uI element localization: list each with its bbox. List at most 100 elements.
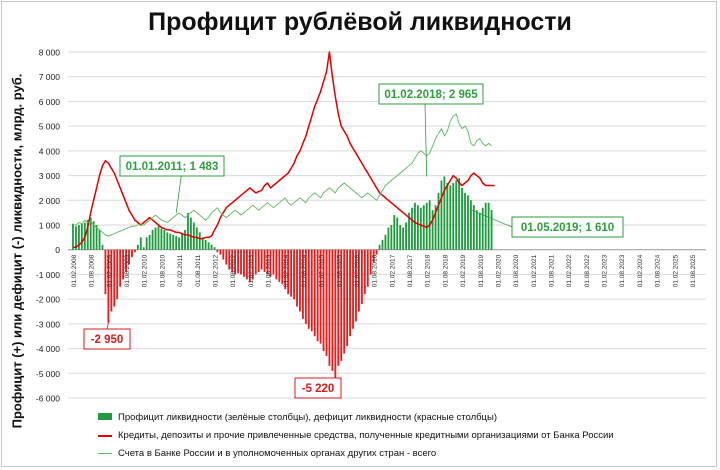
y-tick-label: 6 000: [39, 97, 61, 107]
x-tick-label: 01.08.2008: [89, 254, 96, 287]
surplus-bar: [145, 237, 148, 250]
x-tick-label: 01.02.2019: [460, 254, 467, 287]
surplus-bar: [72, 223, 74, 250]
x-tick-label: 01.02.2014: [283, 254, 290, 287]
deficit-bar: [334, 249, 337, 379]
surplus-bar: [431, 210, 434, 250]
deficit-bar: [228, 249, 231, 270]
x-tick-label: 01.08.2009: [124, 254, 131, 287]
deficit-bar: [319, 249, 322, 344]
deficit-bar: [216, 249, 219, 253]
x-tick-label: 01.02.2016: [354, 254, 361, 287]
surplus-bar: [151, 229, 154, 250]
surplus-bar: [440, 180, 443, 250]
surplus-bar: [481, 207, 484, 250]
surplus-bar: [378, 244, 381, 250]
deficit-bar: [119, 249, 122, 287]
deficit-bar: [363, 249, 366, 295]
surplus-bar: [95, 225, 98, 250]
deficit-bar: [360, 249, 363, 305]
deficit-bar: [322, 249, 325, 352]
surplus-bar: [148, 234, 151, 250]
y-tick-label: -1 000: [36, 270, 60, 280]
deficit-bar: [128, 249, 130, 265]
surplus-bar: [472, 205, 475, 250]
x-tick-label: 01.08.2013: [266, 254, 273, 287]
deficit-bar: [125, 249, 127, 272]
y-tick-label: -2 000: [36, 295, 60, 305]
surplus-bar: [434, 205, 437, 250]
deficit-bar: [237, 249, 239, 274]
deficit-bar: [299, 249, 301, 312]
surplus-bar: [487, 202, 490, 250]
x-tick-label: 01.08.2024: [655, 254, 662, 287]
surplus-bar: [461, 187, 463, 250]
x-tick-label: 01.08.2018: [442, 254, 449, 287]
y-tick-label: 7 000: [39, 72, 61, 82]
surplus-bar: [390, 225, 393, 250]
deficit-bar: [222, 249, 225, 260]
x-tick-label: 01.02.2021: [531, 254, 538, 287]
surplus-bar: [75, 226, 77, 250]
deficit-bar: [248, 249, 251, 282]
x-tick-label: 01.08.2011: [195, 254, 202, 286]
deficit-bar: [122, 249, 125, 280]
x-tick-label: 01.02.2024: [637, 254, 644, 287]
deficit-bar: [302, 249, 304, 319]
deficit-bar: [257, 249, 260, 272]
surplus-bar: [446, 182, 449, 250]
deficit-bar: [372, 249, 375, 263]
surplus-bar: [475, 210, 478, 250]
deficit-bar: [219, 249, 222, 255]
y-tick-label: -6 000: [36, 394, 60, 404]
deficit-bar: [104, 249, 107, 295]
annotation-leader: [470, 209, 513, 228]
surplus-bar: [405, 222, 407, 250]
surplus-bar: [101, 244, 104, 250]
y-tick-label: 4 000: [39, 146, 61, 156]
surplus-bar: [192, 222, 195, 250]
surplus-bar: [416, 205, 419, 250]
x-tick-label: 01.02.2023: [602, 254, 609, 287]
deficit-bar: [278, 249, 281, 282]
x-tick-label: 01.08.2020: [513, 254, 520, 287]
x-tick-label: 01.08.2012: [230, 254, 237, 287]
x-tick-label: 01.08.2015: [336, 254, 343, 287]
deficit-bar: [355, 249, 357, 322]
chart-title: Профицит рублёвой ликвидности: [148, 8, 572, 36]
surplus-bar: [201, 237, 204, 250]
surplus-bar: [80, 223, 83, 250]
x-tick-label: 01.08.2023: [619, 254, 626, 287]
accounts-line: [73, 113, 492, 237]
surplus-bar: [189, 217, 192, 250]
y-tick-label: 2 000: [39, 196, 61, 206]
surplus-bar: [198, 232, 201, 250]
surplus-bar: [452, 182, 455, 250]
surplus-bar: [399, 225, 402, 250]
deficit-bar: [307, 249, 310, 329]
annotation-leader: [424, 103, 428, 177]
deficit-bar: [131, 249, 133, 258]
surplus-bar: [86, 220, 89, 250]
x-tick-label: 01.08.2017: [407, 254, 414, 287]
deficit-bar: [304, 249, 307, 324]
surplus-bar: [181, 233, 183, 250]
surplus-bar: [381, 239, 384, 250]
x-tick-label: 01.08.2016: [372, 254, 379, 287]
surplus-bar: [98, 229, 101, 250]
deficit-bar: [375, 249, 378, 255]
deficit-bar: [110, 249, 113, 312]
surplus-bar: [175, 236, 178, 250]
x-tick-label: 01.02.2011: [177, 254, 184, 286]
annotation-box: [119, 155, 225, 177]
y-tick-label: -5 000: [36, 369, 60, 379]
x-tick-label: 01.08.2010: [159, 254, 166, 287]
surplus-bar: [490, 209, 493, 250]
surplus-bar: [204, 239, 207, 250]
x-tick-label: 01.02.2010: [142, 254, 149, 287]
legend-key-bars: [98, 413, 112, 420]
surplus-bar: [142, 247, 145, 250]
deficit-bar: [263, 249, 266, 272]
surplus-bar: [136, 244, 139, 250]
